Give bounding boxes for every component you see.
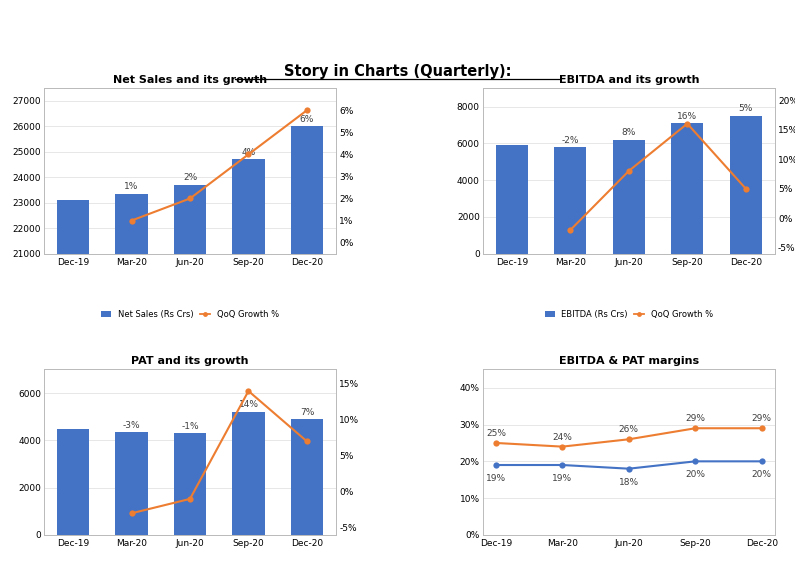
Text: EDGE: EDGE — [722, 45, 758, 57]
Text: 25%: 25% — [486, 429, 506, 438]
Text: 29%: 29% — [685, 414, 705, 423]
Text: 29%: 29% — [752, 414, 772, 423]
Text: 14%: 14% — [238, 401, 258, 410]
Text: 26%: 26% — [619, 425, 639, 434]
Title: Net Sales and its growth: Net Sales and its growth — [113, 75, 267, 85]
Bar — [174, 185, 206, 569]
Text: Story in Charts (Quarterly):: Story in Charts (Quarterly): — [284, 64, 511, 79]
Bar — [115, 432, 148, 535]
Bar — [730, 116, 762, 254]
Legend: EBITDA (Rs Crs), QoQ Growth %: EBITDA (Rs Crs), QoQ Growth % — [541, 307, 716, 322]
Title: EBITDA & PAT margins: EBITDA & PAT margins — [559, 356, 699, 366]
Bar — [57, 200, 89, 569]
Bar — [57, 428, 89, 535]
Text: 20%: 20% — [752, 471, 772, 480]
Text: 8%: 8% — [622, 128, 636, 137]
Bar — [291, 126, 323, 569]
Text: 16%: 16% — [677, 112, 697, 121]
Text: 19%: 19% — [486, 474, 506, 483]
Bar — [115, 194, 148, 569]
Text: 7%: 7% — [300, 407, 314, 417]
Text: 19%: 19% — [553, 474, 572, 483]
Title: PAT and its growth: PAT and its growth — [131, 356, 249, 366]
Text: 5%: 5% — [739, 104, 753, 113]
Bar — [496, 145, 528, 254]
Text: 18%: 18% — [619, 478, 639, 487]
Text: -1%: -1% — [181, 422, 199, 431]
Text: 4%: 4% — [242, 148, 255, 157]
Text: -2%: -2% — [561, 136, 579, 145]
Text: STOCK: STOCK — [718, 20, 762, 34]
Legend: Net Sales (Rs Crs), QoQ Growth %: Net Sales (Rs Crs), QoQ Growth % — [98, 307, 282, 322]
Bar — [232, 159, 265, 569]
Bar — [174, 433, 206, 535]
Text: 1%: 1% — [124, 182, 139, 191]
Bar — [232, 412, 265, 535]
Text: -3%: -3% — [122, 420, 141, 430]
Text: 6%: 6% — [300, 115, 314, 124]
Bar — [554, 147, 587, 254]
Title: EBITDA and its growth: EBITDA and its growth — [559, 75, 699, 85]
Bar — [671, 123, 704, 254]
Text: 2%: 2% — [183, 174, 197, 183]
Text: 20%: 20% — [685, 471, 705, 480]
Bar — [291, 419, 323, 535]
Text: 24%: 24% — [553, 432, 572, 442]
Bar — [613, 139, 645, 254]
